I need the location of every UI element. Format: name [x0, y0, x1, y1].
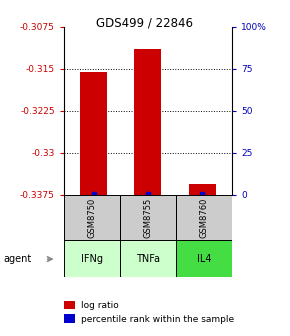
Text: GSM8750: GSM8750	[87, 197, 96, 238]
Bar	[64, 195, 120, 240]
Bar	[188, 184, 216, 195]
Bar	[120, 195, 176, 240]
Bar	[176, 195, 232, 240]
Text: GSM8755: GSM8755	[143, 197, 153, 238]
Bar	[120, 240, 176, 277]
Text: IFNg: IFNg	[81, 254, 103, 264]
Text: agent: agent	[3, 254, 31, 264]
Text: percentile rank within the sample: percentile rank within the sample	[81, 315, 234, 324]
Text: TNFa: TNFa	[136, 254, 160, 264]
Bar	[80, 72, 107, 195]
Bar	[176, 240, 232, 277]
Bar	[134, 49, 162, 195]
Text: GDS499 / 22846: GDS499 / 22846	[97, 17, 193, 30]
Text: IL4: IL4	[197, 254, 211, 264]
Text: GSM8760: GSM8760	[200, 197, 209, 238]
Bar	[64, 240, 120, 277]
Text: log ratio: log ratio	[81, 301, 119, 310]
